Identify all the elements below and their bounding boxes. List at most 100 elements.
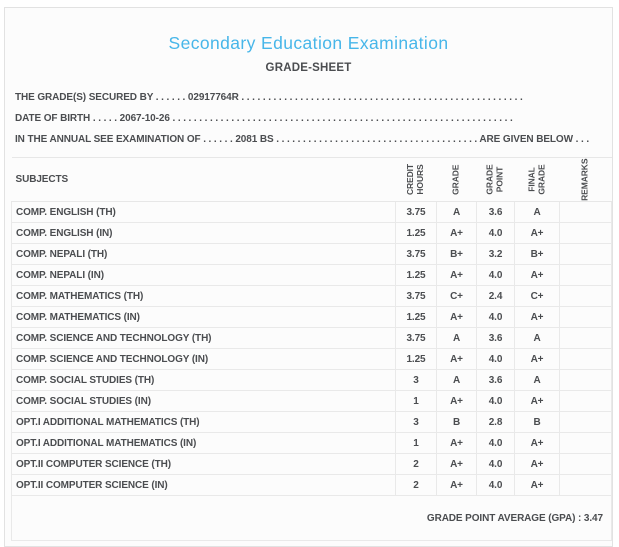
- remarks-cell: [559, 327, 612, 349]
- table-row: COMP. SCIENCE AND TECHNOLOGY (IN) 1.25 A+ 4…: [11, 348, 612, 370]
- grade-point-cell: 4.0: [476, 264, 515, 286]
- credit-hours-column-header: CREDIT HOURS: [395, 157, 437, 202]
- remarks-cell: [559, 285, 612, 307]
- grade-point-header-label: GRADE POINT: [484, 164, 505, 195]
- credit-hours-cell: 2: [395, 474, 437, 496]
- subject-cell: COMP. SCIENCE AND TECHNOLOGY (IN): [11, 348, 396, 370]
- final-grade-cell: A: [514, 201, 560, 223]
- subject-cell: OPT.I ADDITIONAL MATHEMATICS (TH): [11, 411, 396, 433]
- final-grade-cell: B+: [514, 243, 560, 265]
- grade-cell: A+: [436, 222, 477, 244]
- remarks-cell: [559, 201, 612, 223]
- subject-cell: COMP. NEPALI (TH): [11, 243, 396, 265]
- subject-cell: COMP. SOCIAL STUDIES (IN): [11, 390, 396, 412]
- grade-header-label: GRADE: [450, 164, 461, 195]
- grade-point-column-header: GRADE POINT: [476, 157, 515, 202]
- credit-hours-cell: 1.25: [395, 348, 437, 370]
- remarks-header-label: REMARKS: [579, 158, 590, 201]
- subject-cell: COMP. NEPALI (IN): [11, 264, 396, 286]
- grade-point-cell: 4.0: [476, 432, 515, 454]
- remarks-cell: [559, 432, 612, 454]
- secured-by-dots: . . . . . . . . . . . . . . . . . . . . …: [238, 92, 523, 103]
- secured-by-label: THE GRADE(S) SECURED BY . . . . . .: [15, 92, 188, 103]
- grade-point-cell: 3.6: [476, 201, 515, 223]
- table-header-row: SUBJECTS CREDIT HOURS GRADE GRADE POINT …: [11, 157, 612, 202]
- table-row: OPT.II COMPUTER SCIENCE (TH) 2 A+ 4.0 A+: [11, 453, 612, 475]
- gpa-cell: GRADE POINT AVERAGE (GPA) : 3.47: [11, 495, 612, 541]
- final-grade-cell: A+: [514, 432, 560, 454]
- final-grade-cell: A+: [514, 264, 560, 286]
- grade-point-cell: 4.0: [476, 348, 515, 370]
- grade-point-cell: 3.6: [476, 327, 515, 349]
- remarks-cell: [559, 264, 612, 286]
- info-line-examination-year: IN THE ANNUAL SEE EXAMINATION OF . . . .…: [15, 129, 604, 150]
- credit-hours-cell: 3.75: [395, 243, 437, 265]
- final-grade-cell: A: [514, 327, 560, 349]
- final-grade-cell: A: [514, 369, 560, 391]
- table-row: COMP. SOCIAL STUDIES (IN) 1 A+ 4.0 A+: [11, 390, 612, 412]
- final-grade-cell: A+: [514, 222, 560, 244]
- table-row: COMP. SOCIAL STUDIES (TH) 3 A 3.6 A: [11, 369, 612, 391]
- candidate-info: THE GRADE(S) SECURED BY . . . . . . 0291…: [15, 87, 604, 150]
- grade-cell: A+: [436, 390, 477, 412]
- final-grade-cell: A+: [514, 390, 560, 412]
- credit-hours-cell: 1.25: [395, 264, 437, 286]
- subject-cell: COMP. MATHEMATICS (IN): [11, 306, 396, 328]
- final-grade-cell: A+: [514, 453, 560, 475]
- grade-cell: A+: [436, 474, 477, 496]
- remarks-cell: [559, 369, 612, 391]
- date-of-birth-label: DATE OF BIRTH . . . . .: [15, 113, 120, 124]
- subject-cell: COMP. SOCIAL STUDIES (TH): [11, 369, 396, 391]
- page-title: Secondary Education Examination: [168, 33, 449, 53]
- grade-sheet-card: Secondary Education Examination GRADE-SH…: [4, 7, 613, 547]
- examination-year-label: IN THE ANNUAL SEE EXAMINATION OF . . . .…: [15, 134, 236, 145]
- final-grade-column-header: FINAL GRADE: [514, 157, 560, 202]
- final-grade-cell: A+: [514, 348, 560, 370]
- subject-cell: COMP. SCIENCE AND TECHNOLOGY (TH): [11, 327, 396, 349]
- table-row: OPT.II COMPUTER SCIENCE (IN) 2 A+ 4.0 A+: [11, 474, 612, 496]
- table-row: COMP. ENGLISH (IN) 1.25 A+ 4.0 A+: [11, 222, 612, 244]
- grade-point-cell: 4.0: [476, 390, 515, 412]
- table-row: COMP. NEPALI (IN) 1.25 A+ 4.0 A+: [11, 264, 612, 286]
- subject-cell: COMP. ENGLISH (TH): [11, 201, 396, 223]
- grade-cell: B: [436, 411, 477, 433]
- grade-cell: A+: [436, 453, 477, 475]
- remarks-cell: [559, 306, 612, 328]
- subjects-column-header: SUBJECTS: [11, 157, 396, 202]
- grade-cell: A: [436, 327, 477, 349]
- grade-cell: A+: [436, 348, 477, 370]
- grade-point-cell: 3.6: [476, 369, 515, 391]
- grade-point-cell: 4.0: [476, 222, 515, 244]
- credit-hours-cell: 3.75: [395, 285, 437, 307]
- subject-cell: COMP. MATHEMATICS (TH): [11, 285, 396, 307]
- table-row: COMP. ENGLISH (TH) 3.75 A 3.6 A: [11, 201, 612, 223]
- credit-hours-cell: 3: [395, 411, 437, 433]
- gpa-row: GRADE POINT AVERAGE (GPA) : 3.47: [11, 495, 612, 541]
- credit-hours-cell: 1.25: [395, 306, 437, 328]
- grade-cell: A: [436, 201, 477, 223]
- grade-cell: C+: [436, 285, 477, 307]
- grade-point-cell: 2.4: [476, 285, 515, 307]
- grade-point-cell: 4.0: [476, 306, 515, 328]
- examination-year-value: 2081 BS: [235, 134, 274, 145]
- remarks-cell: [559, 222, 612, 244]
- gpa-label: GRADE POINT AVERAGE (GPA) :: [426, 512, 584, 524]
- sheet-subtitle: GRADE-SHEET: [265, 62, 352, 74]
- subject-cell: OPT.I ADDITIONAL MATHEMATICS (IN): [11, 432, 396, 454]
- symbol-number-value: 02917764R: [187, 92, 239, 103]
- grade-column-header: GRADE: [436, 157, 477, 202]
- grade-cell: B+: [436, 243, 477, 265]
- credit-hours-cell: 2: [395, 453, 437, 475]
- remarks-cell: [559, 243, 612, 265]
- examination-year-dots: . . . . . . . . . . . . . . . . . . . . …: [273, 134, 589, 145]
- final-grade-cell: B: [514, 411, 560, 433]
- table-row: COMP. NEPALI (TH) 3.75 B+ 3.2 B+: [11, 243, 612, 265]
- grade-cell: A: [436, 369, 477, 391]
- subject-cell: OPT.II COMPUTER SCIENCE (IN): [11, 474, 396, 496]
- info-line-date-of-birth: DATE OF BIRTH . . . . . 2067-10-26 . . .…: [15, 108, 604, 129]
- remarks-cell: [559, 453, 612, 475]
- grade-cell: A+: [436, 306, 477, 328]
- credit-hours-cell: 3.75: [395, 201, 437, 223]
- info-line-secured-by: THE GRADE(S) SECURED BY . . . . . . 0291…: [15, 87, 604, 108]
- subject-cell: COMP. ENGLISH (IN): [11, 222, 396, 244]
